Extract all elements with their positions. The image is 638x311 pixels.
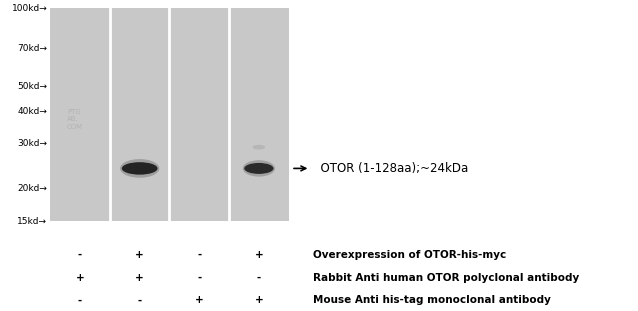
Text: PTG
AB.
COM: PTG AB. COM	[67, 109, 83, 130]
Text: +: +	[255, 250, 263, 260]
Text: 70kd→: 70kd→	[17, 44, 47, 53]
Text: Overexpression of OTOR-his-myc: Overexpression of OTOR-his-myc	[313, 250, 507, 260]
Text: 40kd→: 40kd→	[17, 107, 47, 116]
Text: 30kd→: 30kd→	[17, 139, 47, 148]
Ellipse shape	[244, 163, 274, 174]
Text: 50kd→: 50kd→	[17, 81, 47, 91]
Text: -: -	[78, 250, 82, 260]
Text: +: +	[255, 295, 263, 305]
Text: +: +	[135, 273, 144, 283]
Text: +: +	[76, 273, 84, 283]
Text: 15kd→: 15kd→	[17, 217, 47, 226]
Text: Mouse Anti his-tag monoclonal antibody: Mouse Anti his-tag monoclonal antibody	[313, 295, 551, 305]
Ellipse shape	[120, 159, 160, 178]
Text: -: -	[256, 273, 261, 283]
Text: 20kd→: 20kd→	[17, 184, 47, 193]
Text: +: +	[135, 250, 144, 260]
Text: +: +	[195, 295, 204, 305]
FancyBboxPatch shape	[50, 8, 288, 221]
Text: 100kd→: 100kd→	[11, 4, 47, 13]
Text: -: -	[138, 295, 142, 305]
Ellipse shape	[122, 162, 158, 175]
Text: OTOR (1-128aa);~24kDa: OTOR (1-128aa);~24kDa	[294, 162, 468, 175]
Text: -: -	[78, 295, 82, 305]
Ellipse shape	[253, 145, 265, 150]
Text: Rabbit Anti human OTOR polyclonal antibody: Rabbit Anti human OTOR polyclonal antibo…	[313, 273, 579, 283]
Text: -: -	[197, 273, 202, 283]
Text: -: -	[197, 250, 202, 260]
Ellipse shape	[242, 160, 275, 177]
